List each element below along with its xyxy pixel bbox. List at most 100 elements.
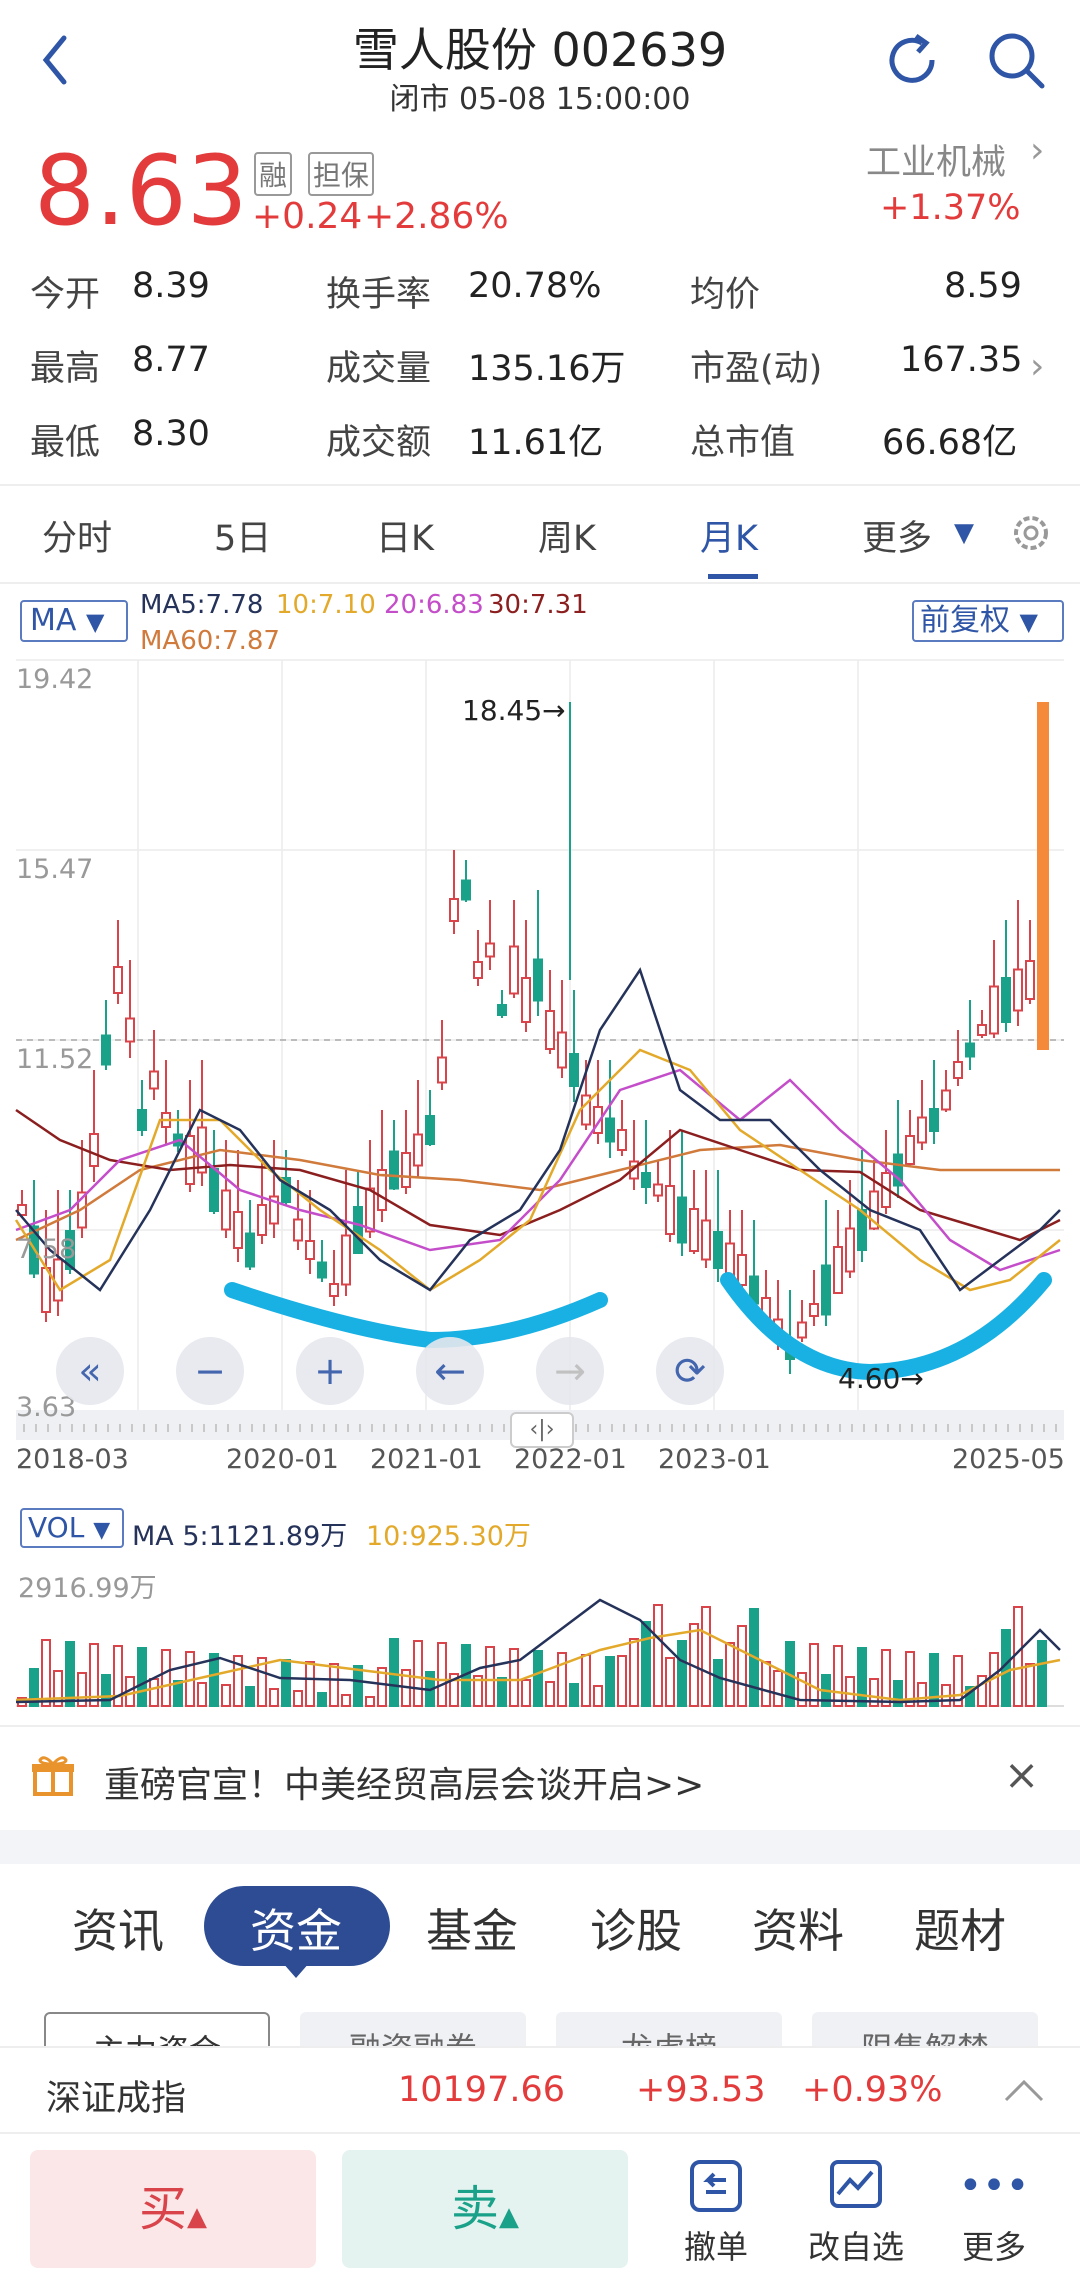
candle-body	[221, 1189, 231, 1231]
volume-bar	[269, 1688, 279, 1707]
subtabs-row: 主力资金 融资融券 龙虎榜 限售解禁	[0, 2010, 1080, 2046]
back-icon[interactable]	[30, 28, 80, 88]
chevron-up-icon[interactable]	[1002, 2070, 1046, 2110]
candle-body	[497, 1004, 507, 1016]
pill-pointer	[282, 1962, 310, 1978]
candle-body	[593, 1106, 603, 1134]
cat-fund[interactable]: 基金	[426, 1904, 518, 1958]
ma10-line	[14, 1048, 1061, 1292]
volume-bar	[581, 1654, 591, 1707]
volume-chart[interactable]	[0, 1550, 1080, 1710]
first-page-button[interactable]: «	[56, 1337, 124, 1405]
pe-value: 167.35	[900, 340, 1023, 380]
index-bar[interactable]	[0, 2046, 1080, 2134]
fuquan-label: 前复权	[920, 603, 1010, 638]
rotate-button[interactable]: ⟳	[656, 1337, 724, 1405]
volume-bar	[869, 1678, 879, 1707]
cancel-order-icon	[690, 2160, 742, 2212]
volume-label: 成交量	[326, 349, 432, 389]
candle-body	[941, 1089, 951, 1111]
more-button[interactable]: ••• 更多	[944, 2156, 1044, 2276]
y-tick: 3.63	[16, 1392, 77, 1423]
sector-name[interactable]: 工业机械	[866, 143, 1007, 183]
subtab-main-funds[interactable]: 主力资金	[44, 2012, 270, 2046]
close-icon[interactable]: ×	[1004, 1750, 1040, 1799]
subtab-unlock[interactable]: 限售解禁	[812, 2012, 1038, 2046]
tab-fenshi[interactable]: 分时	[42, 519, 113, 559]
candle-body	[821, 1264, 831, 1316]
chevron-right-icon[interactable]: ›	[1030, 346, 1045, 387]
triangle-down-icon[interactable]: ▼	[954, 518, 974, 548]
subtab-label: 融资融券	[349, 2030, 477, 2046]
volume-value: 135.16万	[468, 349, 626, 389]
subtab-margin[interactable]: 融资融券	[300, 2012, 526, 2046]
candle-body	[509, 945, 519, 995]
x-tick: 2021-01	[370, 1444, 483, 1475]
candle-body	[353, 1206, 363, 1254]
candle-body	[101, 1034, 111, 1066]
x-tick: 2018-03	[16, 1444, 129, 1475]
volume-bar	[41, 1639, 51, 1707]
tab-more[interactable]: 更多	[862, 519, 933, 559]
candle-body	[473, 961, 483, 979]
ma-select-label: MA	[30, 603, 77, 638]
candle-body	[125, 1017, 135, 1043]
tab-monthly-k[interactable]: 月K	[700, 519, 758, 559]
divider	[0, 1725, 1080, 1727]
kline-chart[interactable]	[0, 650, 1080, 1440]
x-tick: 2025-05	[952, 1444, 1065, 1475]
search-icon[interactable]	[984, 28, 1048, 92]
watchlist-button[interactable]: 改自选	[796, 2156, 916, 2276]
zoom-out-button[interactable]: −	[176, 1337, 244, 1405]
drag-handle[interactable]: ‹|›	[510, 1412, 574, 1448]
buy-button[interactable]: 买▲	[30, 2150, 316, 2268]
triangle-down-icon: ▼	[93, 1518, 111, 1543]
subtab-label: 龙虎榜	[621, 2030, 717, 2046]
chevron-right-icon[interactable]: ›	[1030, 130, 1045, 171]
cancel-order-button[interactable]: 撤单	[666, 2156, 766, 2276]
candle-body	[965, 1042, 975, 1058]
zoom-in-button[interactable]: +	[296, 1337, 364, 1405]
candle-body	[701, 1219, 711, 1261]
cat-diagnose[interactable]: 诊股	[590, 1904, 682, 1958]
triangle-down-icon: ▼	[85, 608, 105, 636]
news-headline[interactable]: 重磅官宣！中美经贸高层会谈开启>>	[104, 1765, 705, 1806]
fuquan-select[interactable]: 前复权 ▼	[912, 600, 1064, 642]
move-left-button[interactable]: ←	[416, 1337, 484, 1405]
volume-bar	[149, 1678, 159, 1707]
move-right-button[interactable]: →	[536, 1337, 604, 1405]
price-change: +0.24	[252, 196, 363, 237]
gear-icon[interactable]	[1006, 508, 1056, 558]
cat-funds[interactable]: 资金	[250, 1904, 342, 1958]
vol-select[interactable]: VOL ▼	[20, 1508, 124, 1548]
refresh-icon[interactable]	[882, 30, 944, 92]
current-price: 8.63	[34, 135, 248, 247]
minus-icon: −	[194, 1349, 226, 1393]
subtab-dragon[interactable]: 龙虎榜	[556, 2012, 782, 2046]
tab-daily-k[interactable]: 日K	[376, 519, 434, 559]
volume-bar	[341, 1694, 351, 1707]
vol-ma5: MA 5:1121.89万	[132, 1521, 348, 1552]
vol-ma10: 10:925.30万	[366, 1521, 531, 1552]
sell-button[interactable]: 卖▲	[342, 2150, 628, 2268]
tab-weekly-k[interactable]: 周K	[538, 519, 596, 559]
low-annotation: 4.60→	[838, 1362, 924, 1395]
candle-body	[605, 1117, 615, 1143]
ma-select[interactable]: MA ▼	[20, 600, 128, 642]
volume-bar	[665, 1657, 675, 1707]
cat-news[interactable]: 资讯	[72, 1904, 164, 1958]
volume-bar	[809, 1643, 819, 1707]
tab-5day[interactable]: 5日	[214, 519, 272, 559]
volume-bar	[317, 1692, 327, 1707]
volume-bar	[761, 1661, 771, 1707]
volume-bar	[713, 1659, 723, 1707]
candle-body	[617, 1129, 627, 1151]
volume-bar	[53, 1670, 63, 1707]
volume-bar	[605, 1656, 615, 1707]
candle-body	[437, 1056, 447, 1084]
candle-body	[425, 1115, 435, 1145]
buy-label: 买	[138, 2181, 187, 2237]
cat-theme[interactable]: 题材	[914, 1904, 1006, 1958]
volume-bar	[917, 1682, 927, 1707]
cat-profile[interactable]: 资料	[752, 1904, 844, 1958]
